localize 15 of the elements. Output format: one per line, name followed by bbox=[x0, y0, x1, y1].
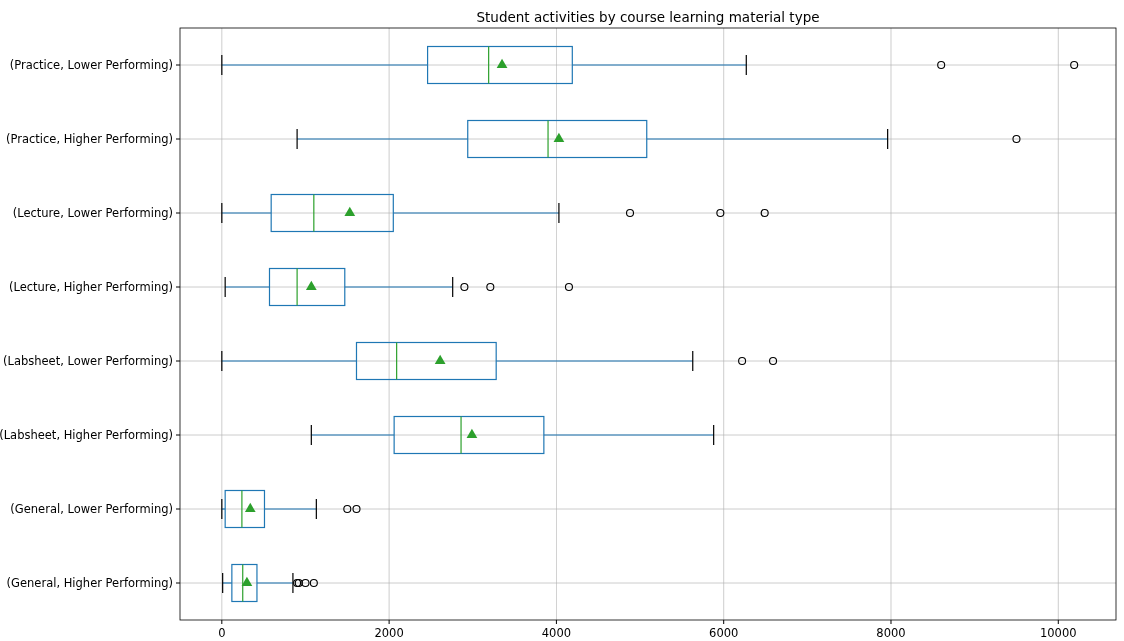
x-tick-label: 0 bbox=[218, 626, 226, 640]
y-tick-label: (Practice, Lower Performing) bbox=[9, 58, 173, 73]
y-tick-label: (Lecture, Higher Performing) bbox=[8, 280, 173, 295]
y-tick-label: (Labsheet, Higher Performing) bbox=[0, 428, 173, 443]
y-tick-label: (Labsheet, Lower Performing) bbox=[2, 354, 173, 369]
y-tick-label: (General, Higher Performing) bbox=[6, 576, 173, 591]
chart-title: Student activities by course learning material type bbox=[476, 9, 820, 25]
x-tick-label: 8000 bbox=[876, 626, 906, 640]
x-tick-label: 2000 bbox=[374, 626, 404, 640]
y-tick-label: (Lecture, Lower Performing) bbox=[12, 206, 173, 221]
y-tick-label: (Practice, Higher Performing) bbox=[5, 132, 173, 147]
y-tick-label: (General, Lower Performing) bbox=[10, 502, 173, 517]
x-tick-label: 4000 bbox=[541, 626, 572, 640]
x-tick-label: 6000 bbox=[709, 626, 739, 640]
x-tick-label: 10000 bbox=[1039, 626, 1077, 640]
